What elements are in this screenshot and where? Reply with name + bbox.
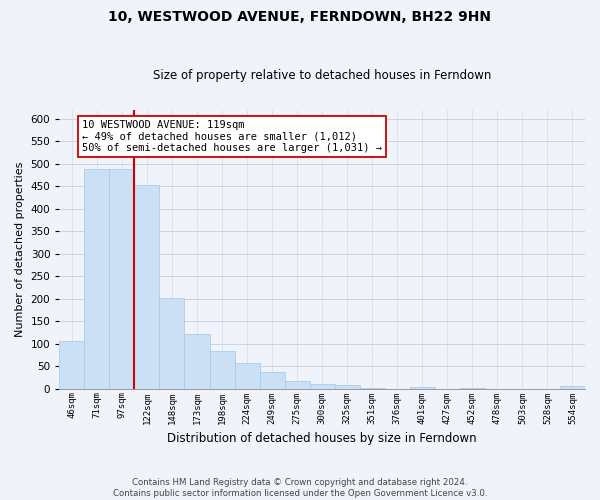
Bar (134, 184, 160, 388)
Bar (209, 352, 235, 389)
Text: Contains HM Land Registry data © Crown copyright and database right 2024.
Contai: Contains HM Land Registry data © Crown c… (113, 478, 487, 498)
Bar (335, 385, 360, 388)
Text: 10 WESTWOOD AVENUE: 119sqm
← 49% of detached houses are smaller (1,012)
50% of s: 10 WESTWOOD AVENUE: 119sqm ← 49% of deta… (82, 120, 382, 153)
Bar (284, 382, 310, 388)
Y-axis label: Number of detached properties: Number of detached properties (15, 162, 25, 337)
Title: Size of property relative to detached houses in Ferndown: Size of property relative to detached ho… (153, 69, 491, 82)
Bar (59, 342, 85, 388)
Bar (85, 170, 109, 388)
Bar (184, 334, 209, 388)
Bar (235, 363, 260, 388)
Bar (109, 170, 134, 388)
Text: 10, WESTWOOD AVENUE, FERNDOWN, BH22 9HN: 10, WESTWOOD AVENUE, FERNDOWN, BH22 9HN (109, 10, 491, 24)
Bar (160, 298, 184, 388)
Bar (260, 372, 284, 388)
Bar (310, 384, 335, 388)
Bar (560, 386, 585, 388)
X-axis label: Distribution of detached houses by size in Ferndown: Distribution of detached houses by size … (167, 432, 477, 445)
